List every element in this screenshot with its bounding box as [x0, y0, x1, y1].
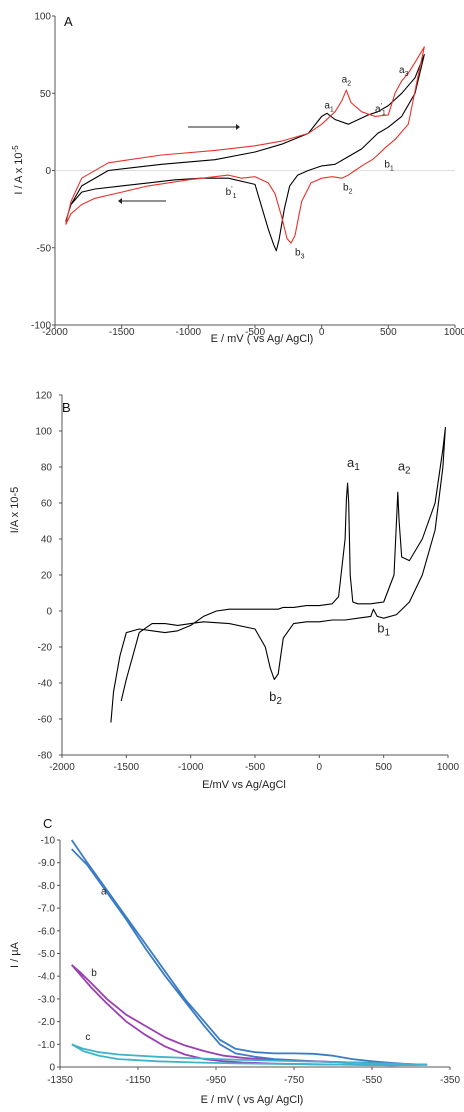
panel-b-xlabel: E/mV vs Ag/AgCl [202, 779, 286, 791]
peak-label: b [91, 968, 97, 979]
panel-c-annotations: a b c [85, 886, 107, 1042]
y-tick-label: 60 [41, 499, 53, 510]
forward-scan-arrow [188, 124, 240, 130]
panel-c-ylabel: I / µA [9, 941, 21, 968]
x-tick-label: -350 [440, 1075, 460, 1086]
reverse-scan-arrow [118, 198, 166, 204]
x-tick-label: -500 [245, 762, 265, 773]
y-tick-label: -8.0 [38, 881, 56, 892]
y-tick-label: 20 [41, 571, 53, 582]
x-tick-label: 1000 [444, 327, 464, 338]
x-tick-label: -1500 [114, 762, 140, 773]
y-tick-label: -100 [31, 321, 51, 332]
peak-label: b1 [384, 159, 394, 172]
panel-b-ylabel: I/A x 10-5 [9, 487, 21, 533]
y-tick-label: 100 [34, 12, 51, 23]
panel-b-ticks: -2000 -1500 -1000 -500 0 500 1000 -80 -60 -40 -20 0… [35, 391, 459, 774]
peak-label: a2 [398, 459, 411, 477]
y-tick-label: 0 [46, 607, 52, 618]
panel-a-series [65, 46, 425, 252]
panel-b: B -2000 -1500 -1000 -500 0 500 1000-80-60-40-2… [9, 391, 460, 792]
panel-c: C -1350 -1150 -950 -750 -550 -350-10-9.0-8.0-… [9, 816, 460, 1106]
peak-label: a2 [342, 74, 352, 87]
panel-b-annotations: a1 a2 b1 b2 [269, 455, 411, 707]
panel-b-label: B [62, 400, 71, 415]
x-tick-label: -750 [284, 1075, 304, 1086]
x-tick-label: -1000 [178, 762, 204, 773]
y-tick-label: -50 [37, 243, 52, 254]
x-tick-label: -1350 [47, 1075, 73, 1086]
y-tick-label: -20 [38, 643, 53, 654]
x-tick-label: -550 [362, 1075, 382, 1086]
y-tick-label: 40 [41, 535, 53, 546]
panel-a-label: A [64, 14, 73, 29]
y-tick-label: -9.0 [38, 858, 56, 869]
y-tick-label: 50 [40, 89, 52, 100]
series-line-2 [65, 46, 425, 244]
peak-label: b2 [343, 183, 353, 196]
panel-a-ylabel-group: I / A x 10-5 [11, 145, 25, 195]
series-line-a [70, 839, 428, 1066]
panel-b-series [110, 426, 446, 723]
x-tick-label: -1000 [176, 327, 202, 338]
y-tick-label: -5.0 [38, 949, 56, 960]
series-line-b [71, 964, 428, 1067]
series-line-1 [110, 426, 446, 723]
peak-label: a1 [347, 455, 360, 473]
y-tick-label: -7.0 [38, 904, 56, 915]
panel-c-series [70, 839, 428, 1067]
y-tick-label: 0 [45, 166, 51, 177]
panel-a: A -2000 -1500 -1000 -500 0 500 1000-100-500501… [11, 12, 464, 346]
panel-a-ylabel: I / A x 10-5 [11, 145, 25, 195]
y-tick-label: -40 [38, 679, 53, 690]
y-tick-label: -6.0 [38, 926, 56, 937]
y-tick-label: 100 [35, 427, 52, 438]
y-tick-label: 80 [41, 463, 53, 474]
series-line-c [71, 1043, 428, 1067]
x-tick-label: 0 [319, 327, 325, 338]
x-tick-label: -500 [245, 327, 265, 338]
panel-a-annotations: a1 a2 a'1 a3 b1 b2 b3 b'1 [226, 65, 409, 260]
series-line-1 [65, 54, 425, 252]
y-tick-label: -3.0 [38, 994, 56, 1005]
y-tick-label: 0 [49, 1063, 55, 1074]
peak-label: b2 [269, 689, 282, 707]
peak-label: b'1 [226, 186, 237, 200]
x-tick-label: -2000 [49, 762, 75, 773]
x-tick-label: 0 [317, 762, 323, 773]
peak-label: a3 [399, 65, 409, 78]
y-tick-label: -60 [38, 715, 53, 726]
y-tick-label: -2.0 [38, 1017, 56, 1028]
peak-label: b3 [295, 247, 305, 260]
y-tick-label: -80 [38, 751, 53, 762]
peak-label: a [101, 886, 107, 897]
x-tick-label: -1150 [126, 1075, 151, 1086]
y-tick-label: -10 [41, 836, 56, 847]
x-tick-label: -1500 [109, 327, 135, 338]
panel-c-label: C [43, 816, 52, 831]
peak-label: a'1 [375, 103, 386, 117]
y-tick-label: -4.0 [38, 972, 56, 983]
peak-label: c [85, 1032, 90, 1043]
x-tick-label: 1000 [437, 762, 460, 773]
x-tick-label: -950 [206, 1075, 226, 1086]
panel-c-ticks: -1350 -1150 -950 -750 -550 -350 -10 -9.0 -8.0 -7.… [38, 836, 461, 1087]
x-tick-label: 500 [375, 762, 392, 773]
peak-label: a1 [324, 101, 334, 114]
y-tick-label: 120 [35, 391, 52, 402]
x-tick-label: -2000 [42, 327, 68, 338]
x-tick-label: 500 [380, 327, 397, 338]
panel-c-xlabel: E / mV ( vs Ag/ AgCl) [201, 1094, 304, 1106]
peak-label: b1 [377, 621, 390, 639]
panel-a-xlabel: E / mV ( vs Ag/ AgCl) [211, 333, 314, 345]
y-tick-label: -1.0 [38, 1040, 56, 1051]
